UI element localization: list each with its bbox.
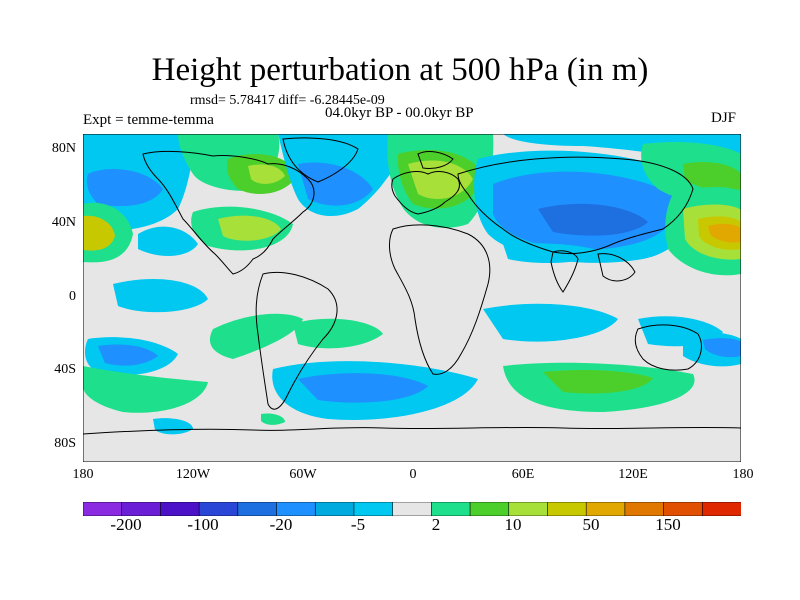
lon-label-120e: 120E <box>618 467 648 482</box>
field-europe-yellow <box>408 160 473 199</box>
field-s-ocean-blue2 <box>483 303 618 342</box>
field-asia-deepblue <box>538 203 648 236</box>
colorbar-swatch <box>508 502 549 516</box>
colorbar-swatch <box>469 502 510 516</box>
coastline-india <box>550 250 579 293</box>
field-e-pac-blue <box>138 226 198 256</box>
field-s-atl-darkblue <box>298 373 428 403</box>
coastline-antarctica <box>83 426 741 435</box>
colorbar-label-6: 50 <box>582 515 600 534</box>
colorbar <box>83 502 741 516</box>
colorbar-swatch <box>624 502 665 516</box>
colorbar-swatch <box>237 502 278 516</box>
lat-label-eq: 0 <box>69 289 76 304</box>
field-s-pac-green2 <box>293 318 383 349</box>
colorbar-swatch <box>83 502 123 516</box>
colorbar-swatch <box>160 502 200 516</box>
colorbar-swatch <box>198 502 239 516</box>
field-n-atl-darkblue <box>298 162 373 206</box>
colorbar-swatch <box>392 502 433 516</box>
field-w-edge-yellow <box>83 215 115 251</box>
field-n-america-yellow <box>248 164 285 184</box>
coastline-north-america <box>142 150 315 275</box>
coastline-asia <box>457 156 694 255</box>
height-perturbation-map <box>83 134 741 462</box>
lon-label-180e: 180 <box>732 467 754 482</box>
lat-label-80s: 80S <box>54 436 76 451</box>
colorbar-swatch <box>121 502 162 516</box>
colorbar-swatch <box>547 502 587 516</box>
lon-label-0: 0 <box>409 467 417 482</box>
coastline-africa <box>389 224 491 375</box>
field-se-pac-darkblue <box>703 338 741 358</box>
colorbar-label-7: 150 <box>655 515 681 534</box>
field-s-pac-lightgreen <box>83 366 208 413</box>
coastlines <box>83 137 741 435</box>
colorbar-label-1: -100 <box>187 515 219 534</box>
experiment-label: Expt = temme-temma <box>83 112 214 128</box>
coastline-south-america <box>255 271 338 410</box>
rmsd-stats: rmsd= 5.78417 diff= -6.28445e-09 <box>190 93 385 108</box>
lat-label-40n: 40N <box>51 215 76 230</box>
colorbar-swatch <box>276 502 317 516</box>
lon-label-120w: 120W <box>175 467 211 482</box>
time-period: 04.0kyr BP - 00.0kyr BP <box>325 105 474 121</box>
lat-label-80n: 80N <box>51 141 76 156</box>
field-us-yellow <box>218 215 281 241</box>
colorbar-swatch <box>663 502 704 516</box>
field-s-pac-darkblue2 <box>98 344 158 366</box>
colorbar-label-2: -20 <box>269 515 293 534</box>
lat-label-40s: 40S <box>54 362 76 377</box>
field-s-pac-blue <box>113 279 208 313</box>
colorbar-label-0: -200 <box>110 515 142 534</box>
colorbar-swatch <box>701 502 741 516</box>
colorbar-swatch <box>431 502 471 516</box>
coastline-scandinavia <box>417 151 454 169</box>
colorbar-swatch <box>353 502 394 516</box>
field-s-ind-green-core <box>543 370 653 394</box>
lon-label-60w: 60W <box>289 467 317 482</box>
colorbar-label-5: 10 <box>504 515 522 534</box>
field-npac-darkblue <box>86 169 163 207</box>
coastline-se-asia <box>597 253 636 282</box>
coastline-australia <box>634 324 702 371</box>
lon-label-60e: 60E <box>511 467 535 482</box>
lon-label-180w: 180 <box>72 467 94 482</box>
field-s-pac-green <box>209 313 303 359</box>
field-w-pac-orange-core <box>708 223 741 243</box>
colorbar-label-4: 2 <box>431 515 441 534</box>
field-nw-pac-lightgreen <box>683 162 741 191</box>
season-label: DJF <box>711 110 737 126</box>
field-antarctic-green <box>261 413 285 425</box>
colorbar-label-3: -5 <box>350 515 366 534</box>
coastline-greenland <box>282 137 359 183</box>
coastline-europe <box>391 171 460 215</box>
colorbar-swatch <box>314 502 355 516</box>
colorbar-swatch <box>585 502 626 516</box>
chart-title: Height perturbation at 500 hPa (in m) <box>151 52 649 88</box>
